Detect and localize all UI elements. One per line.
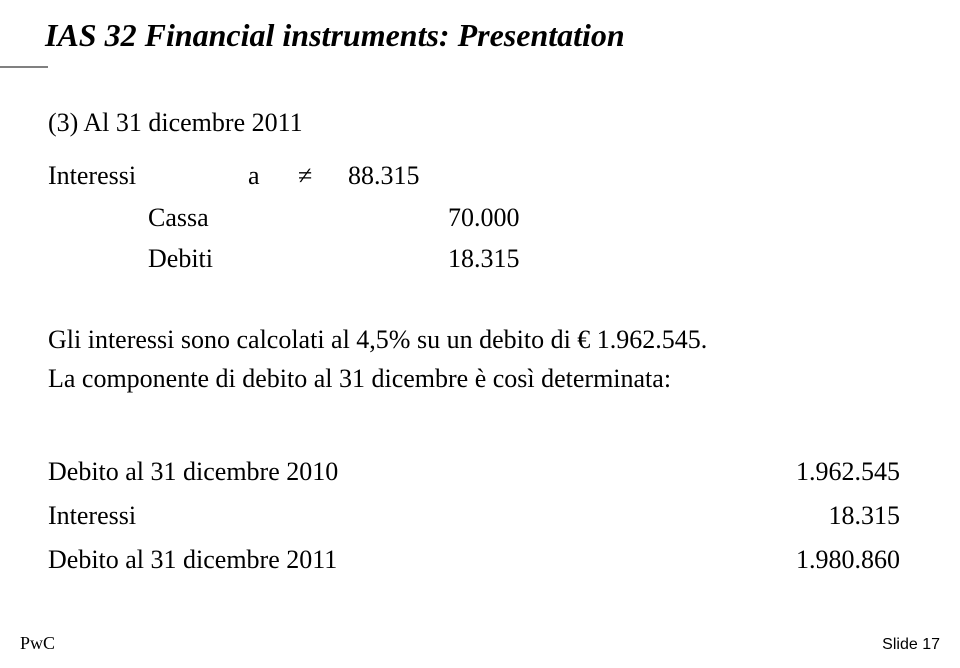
- footer-slide-number: Slide 17: [882, 636, 940, 654]
- ledger-row: Cassa 70.000: [48, 197, 598, 239]
- summary-label: Debito al 31 dicembre 2011: [48, 538, 337, 582]
- section-label: (3) Al 31 dicembre 2011: [48, 108, 303, 138]
- ledger-account: Debiti: [48, 238, 348, 280]
- ledger-op: [348, 238, 398, 280]
- ledger-amount: 70.000: [448, 197, 598, 239]
- ledger-neq: ≠: [298, 155, 348, 197]
- slide: IAS 32 Financial instruments: Presentati…: [0, 0, 960, 668]
- top-rule: [0, 66, 48, 68]
- summary-row: Interessi 18.315: [48, 494, 900, 538]
- summary-value: 1.962.545: [740, 450, 900, 494]
- slide-title: IAS 32 Financial instruments: Presentati…: [45, 18, 625, 53]
- summary-label: Interessi: [48, 494, 136, 538]
- ledger-row: Debiti 18.315: [48, 238, 598, 280]
- summary-label: Debito al 31 dicembre 2010: [48, 450, 338, 494]
- ledger-account: Interessi: [48, 155, 248, 197]
- journal-entry: Interessi a ≠ 88.315 Cassa 70.000 Debiti…: [48, 155, 598, 280]
- summary-table: Debito al 31 dicembre 2010 1.962.545 Int…: [48, 450, 900, 583]
- footer-brand: PwC: [20, 633, 55, 654]
- ledger-neq: [398, 197, 448, 239]
- summary-row: Debito al 31 dicembre 2011 1.980.860: [48, 538, 900, 582]
- ledger-neq: [398, 238, 448, 280]
- summary-value: 18.315: [740, 494, 900, 538]
- note-line-2: La componente di debito al 31 dicembre è…: [48, 364, 671, 393]
- note-line-1: Gli interessi sono calcolati al 4,5% su …: [48, 325, 707, 354]
- note-text: Gli interessi sono calcolati al 4,5% su …: [48, 320, 912, 398]
- ledger-account: Cassa: [48, 197, 348, 239]
- ledger-amount: 18.315: [448, 238, 598, 280]
- summary-row: Debito al 31 dicembre 2010 1.962.545: [48, 450, 900, 494]
- ledger-row: Interessi a ≠ 88.315: [48, 155, 598, 197]
- ledger-op: a: [248, 155, 298, 197]
- ledger-op: [348, 197, 398, 239]
- summary-value: 1.980.860: [740, 538, 900, 582]
- ledger-amount: 88.315: [348, 155, 498, 197]
